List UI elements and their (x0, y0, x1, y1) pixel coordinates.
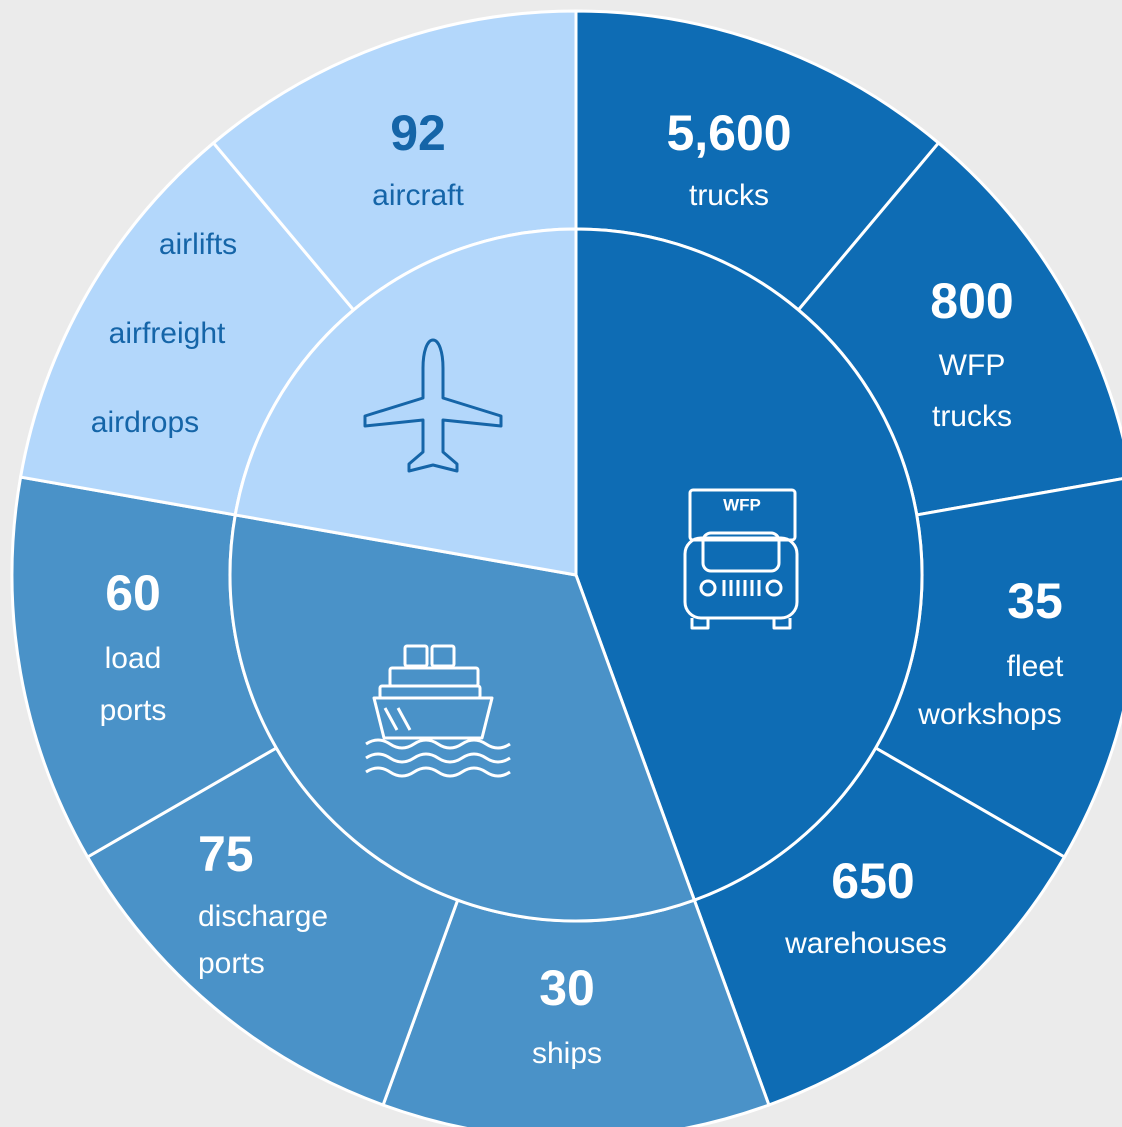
segment-label: warehouses (784, 927, 947, 960)
segment-label: load (105, 642, 162, 675)
segment-number: 92 (390, 105, 446, 161)
plane-icon (363, 338, 503, 473)
inner-sector (228, 513, 697, 923)
segment-label: WFP (939, 349, 1006, 382)
segment-label: aircraft (372, 179, 464, 212)
segment-number: 60 (105, 565, 161, 621)
truck-icon (683, 488, 799, 630)
segment-number: 650 (831, 853, 914, 909)
segment-label: discharge (198, 900, 328, 933)
inner-sector (574, 227, 924, 903)
segment-label: ports (100, 694, 167, 727)
segment-label: airdrops (91, 406, 199, 439)
segment-number: 30 (539, 960, 595, 1016)
segment-label: workshops (917, 698, 1061, 731)
segment-label: fleet (1007, 650, 1064, 683)
segment-number: 800 (930, 273, 1013, 329)
segment-label: trucks (932, 400, 1012, 433)
segment-label: airlifts (159, 228, 237, 261)
truck-icon-label: WFP (723, 495, 761, 514)
segment-label: trucks (689, 179, 769, 212)
segment-label: ports (198, 947, 265, 980)
segment-number: 35 (1007, 573, 1063, 629)
segment-number: 75 (198, 826, 254, 882)
ship-icon (365, 644, 511, 778)
segment-label: airfreight (109, 317, 226, 350)
segment-number: 5,600 (666, 105, 791, 161)
segment-label: ships (532, 1037, 602, 1070)
